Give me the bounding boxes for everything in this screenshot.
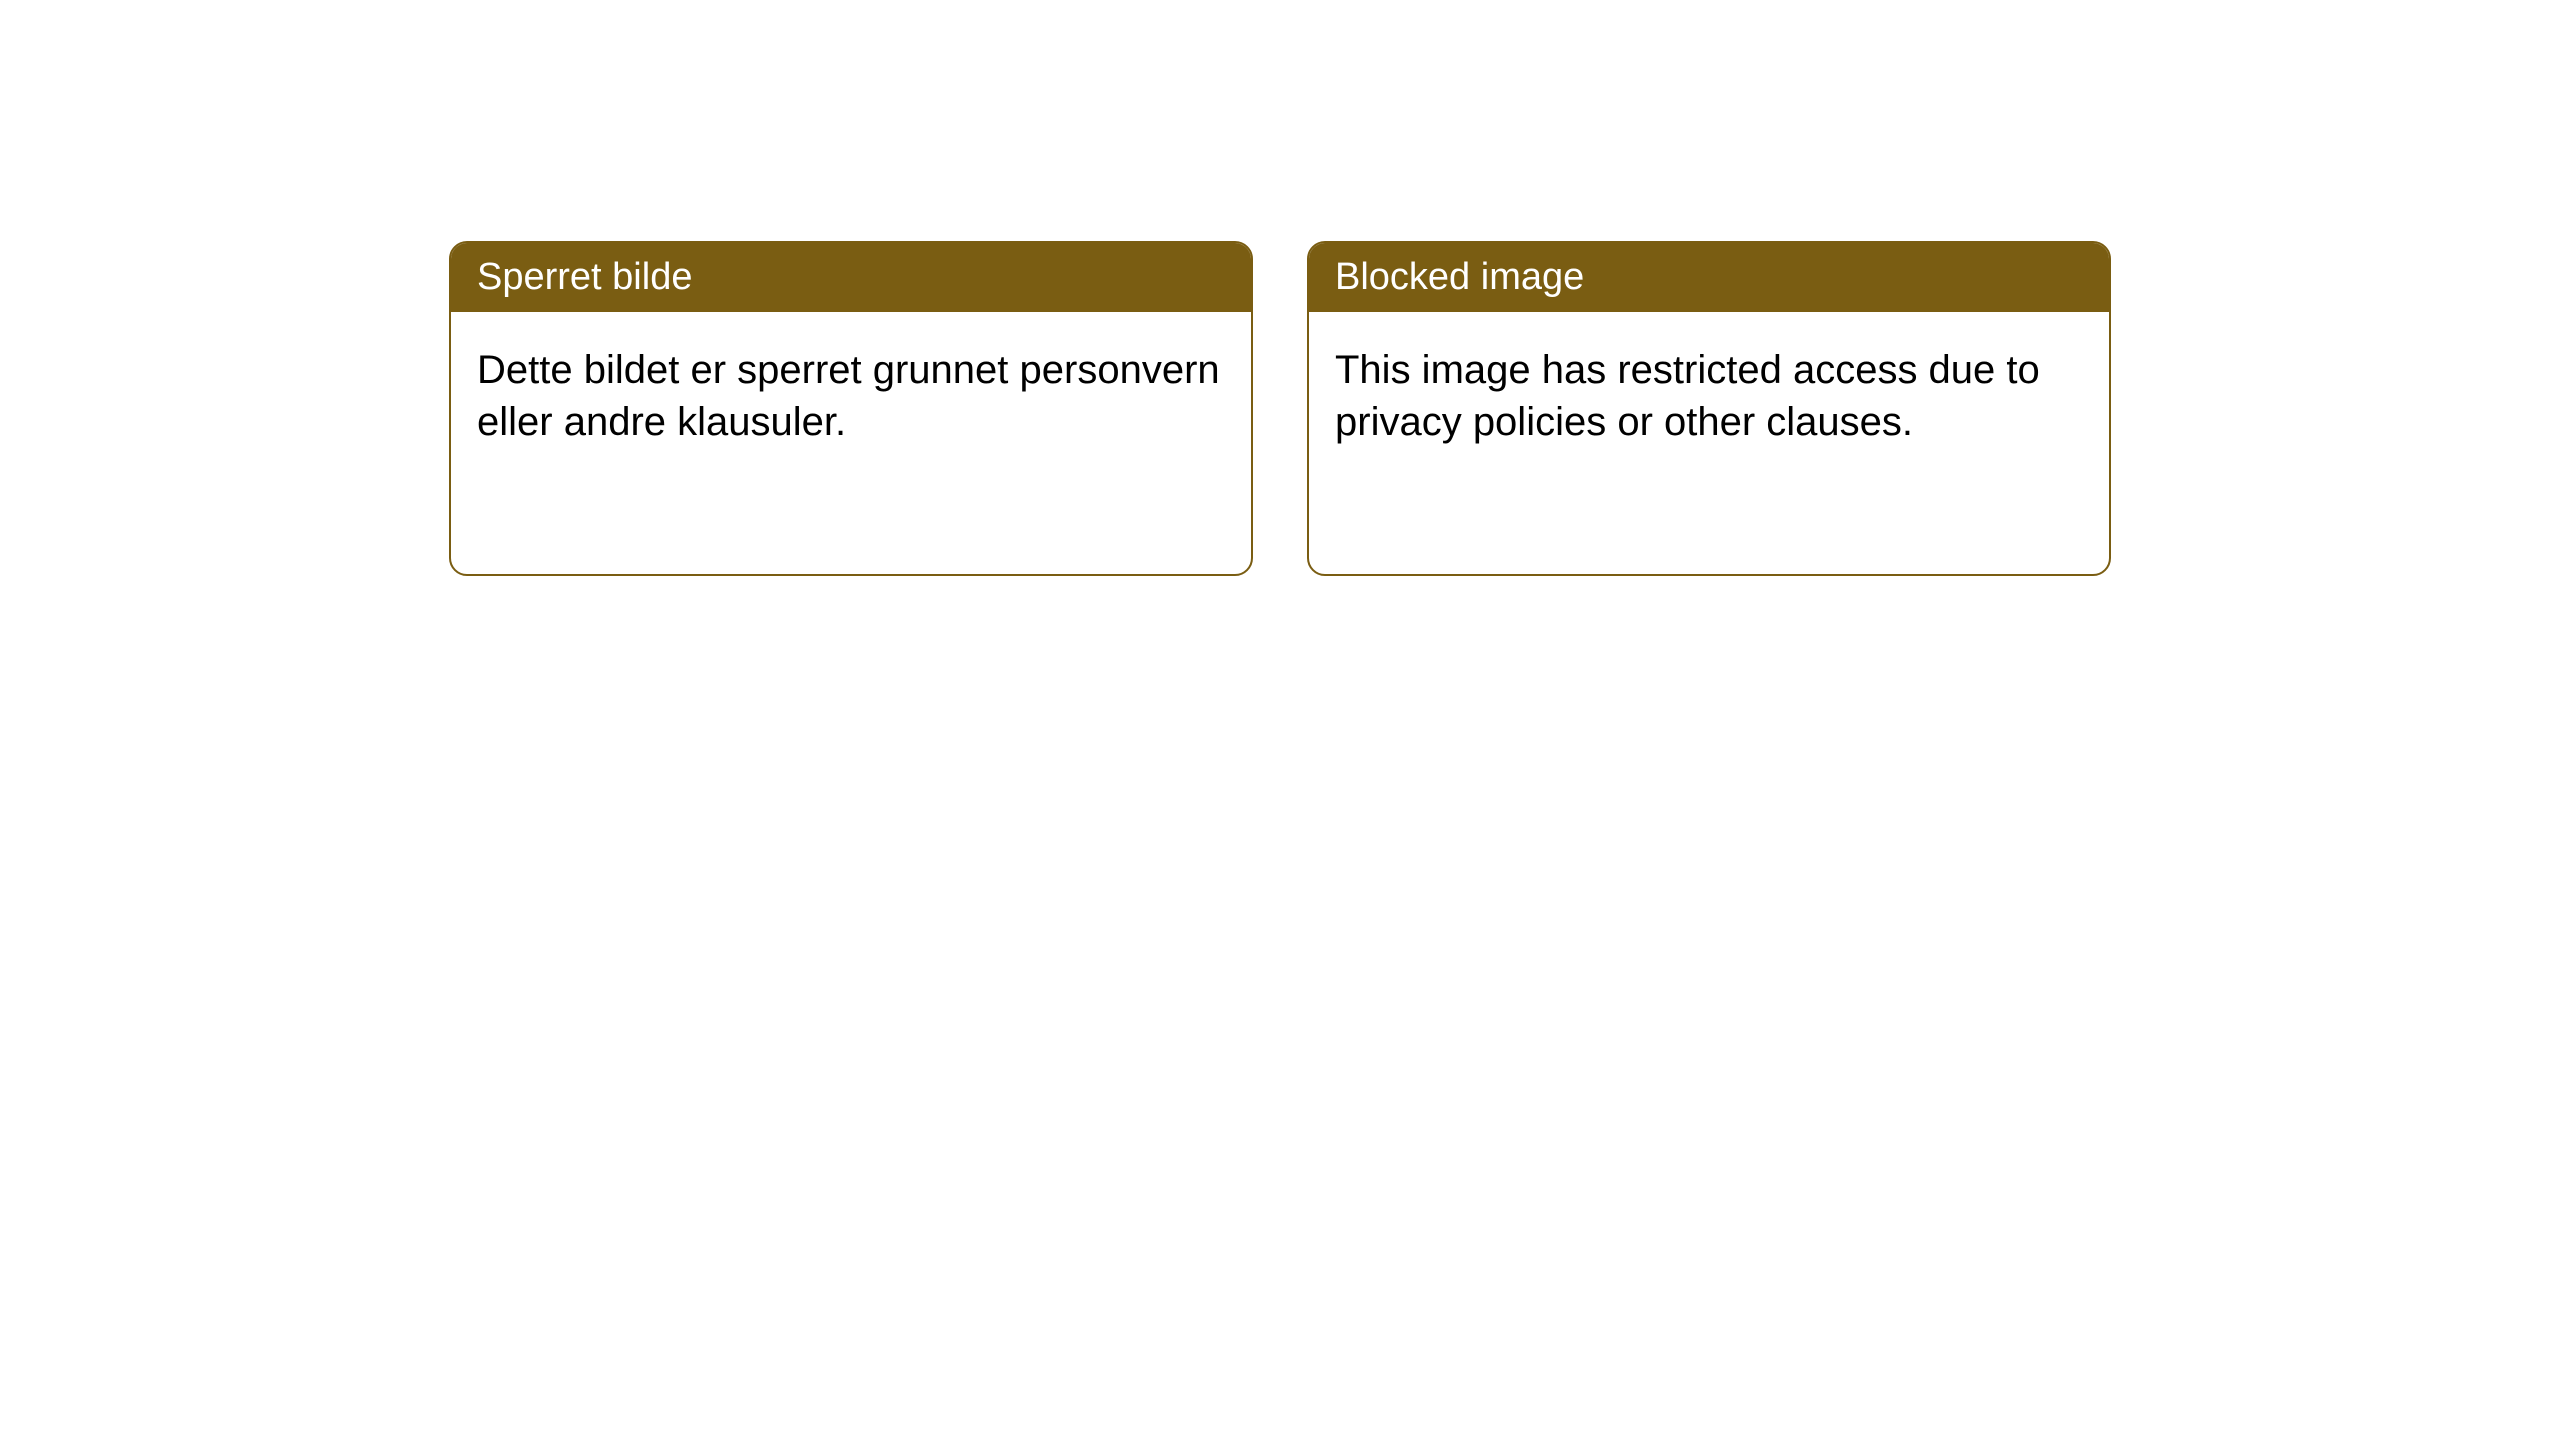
card-body-text: This image has restricted access due to … bbox=[1335, 348, 2040, 444]
card-header: Blocked image bbox=[1309, 243, 2109, 312]
card-body: This image has restricted access due to … bbox=[1309, 312, 2109, 480]
card-title: Sperret bilde bbox=[477, 256, 692, 298]
card-body-text: Dette bildet er sperret grunnet personve… bbox=[477, 348, 1220, 444]
notice-card-norwegian: Sperret bilde Dette bildet er sperret gr… bbox=[449, 241, 1253, 576]
card-header: Sperret bilde bbox=[451, 243, 1251, 312]
notice-cards-container: Sperret bilde Dette bildet er sperret gr… bbox=[449, 241, 2111, 576]
notice-card-english: Blocked image This image has restricted … bbox=[1307, 241, 2111, 576]
card-body: Dette bildet er sperret grunnet personve… bbox=[451, 312, 1251, 480]
card-title: Blocked image bbox=[1335, 256, 1584, 298]
